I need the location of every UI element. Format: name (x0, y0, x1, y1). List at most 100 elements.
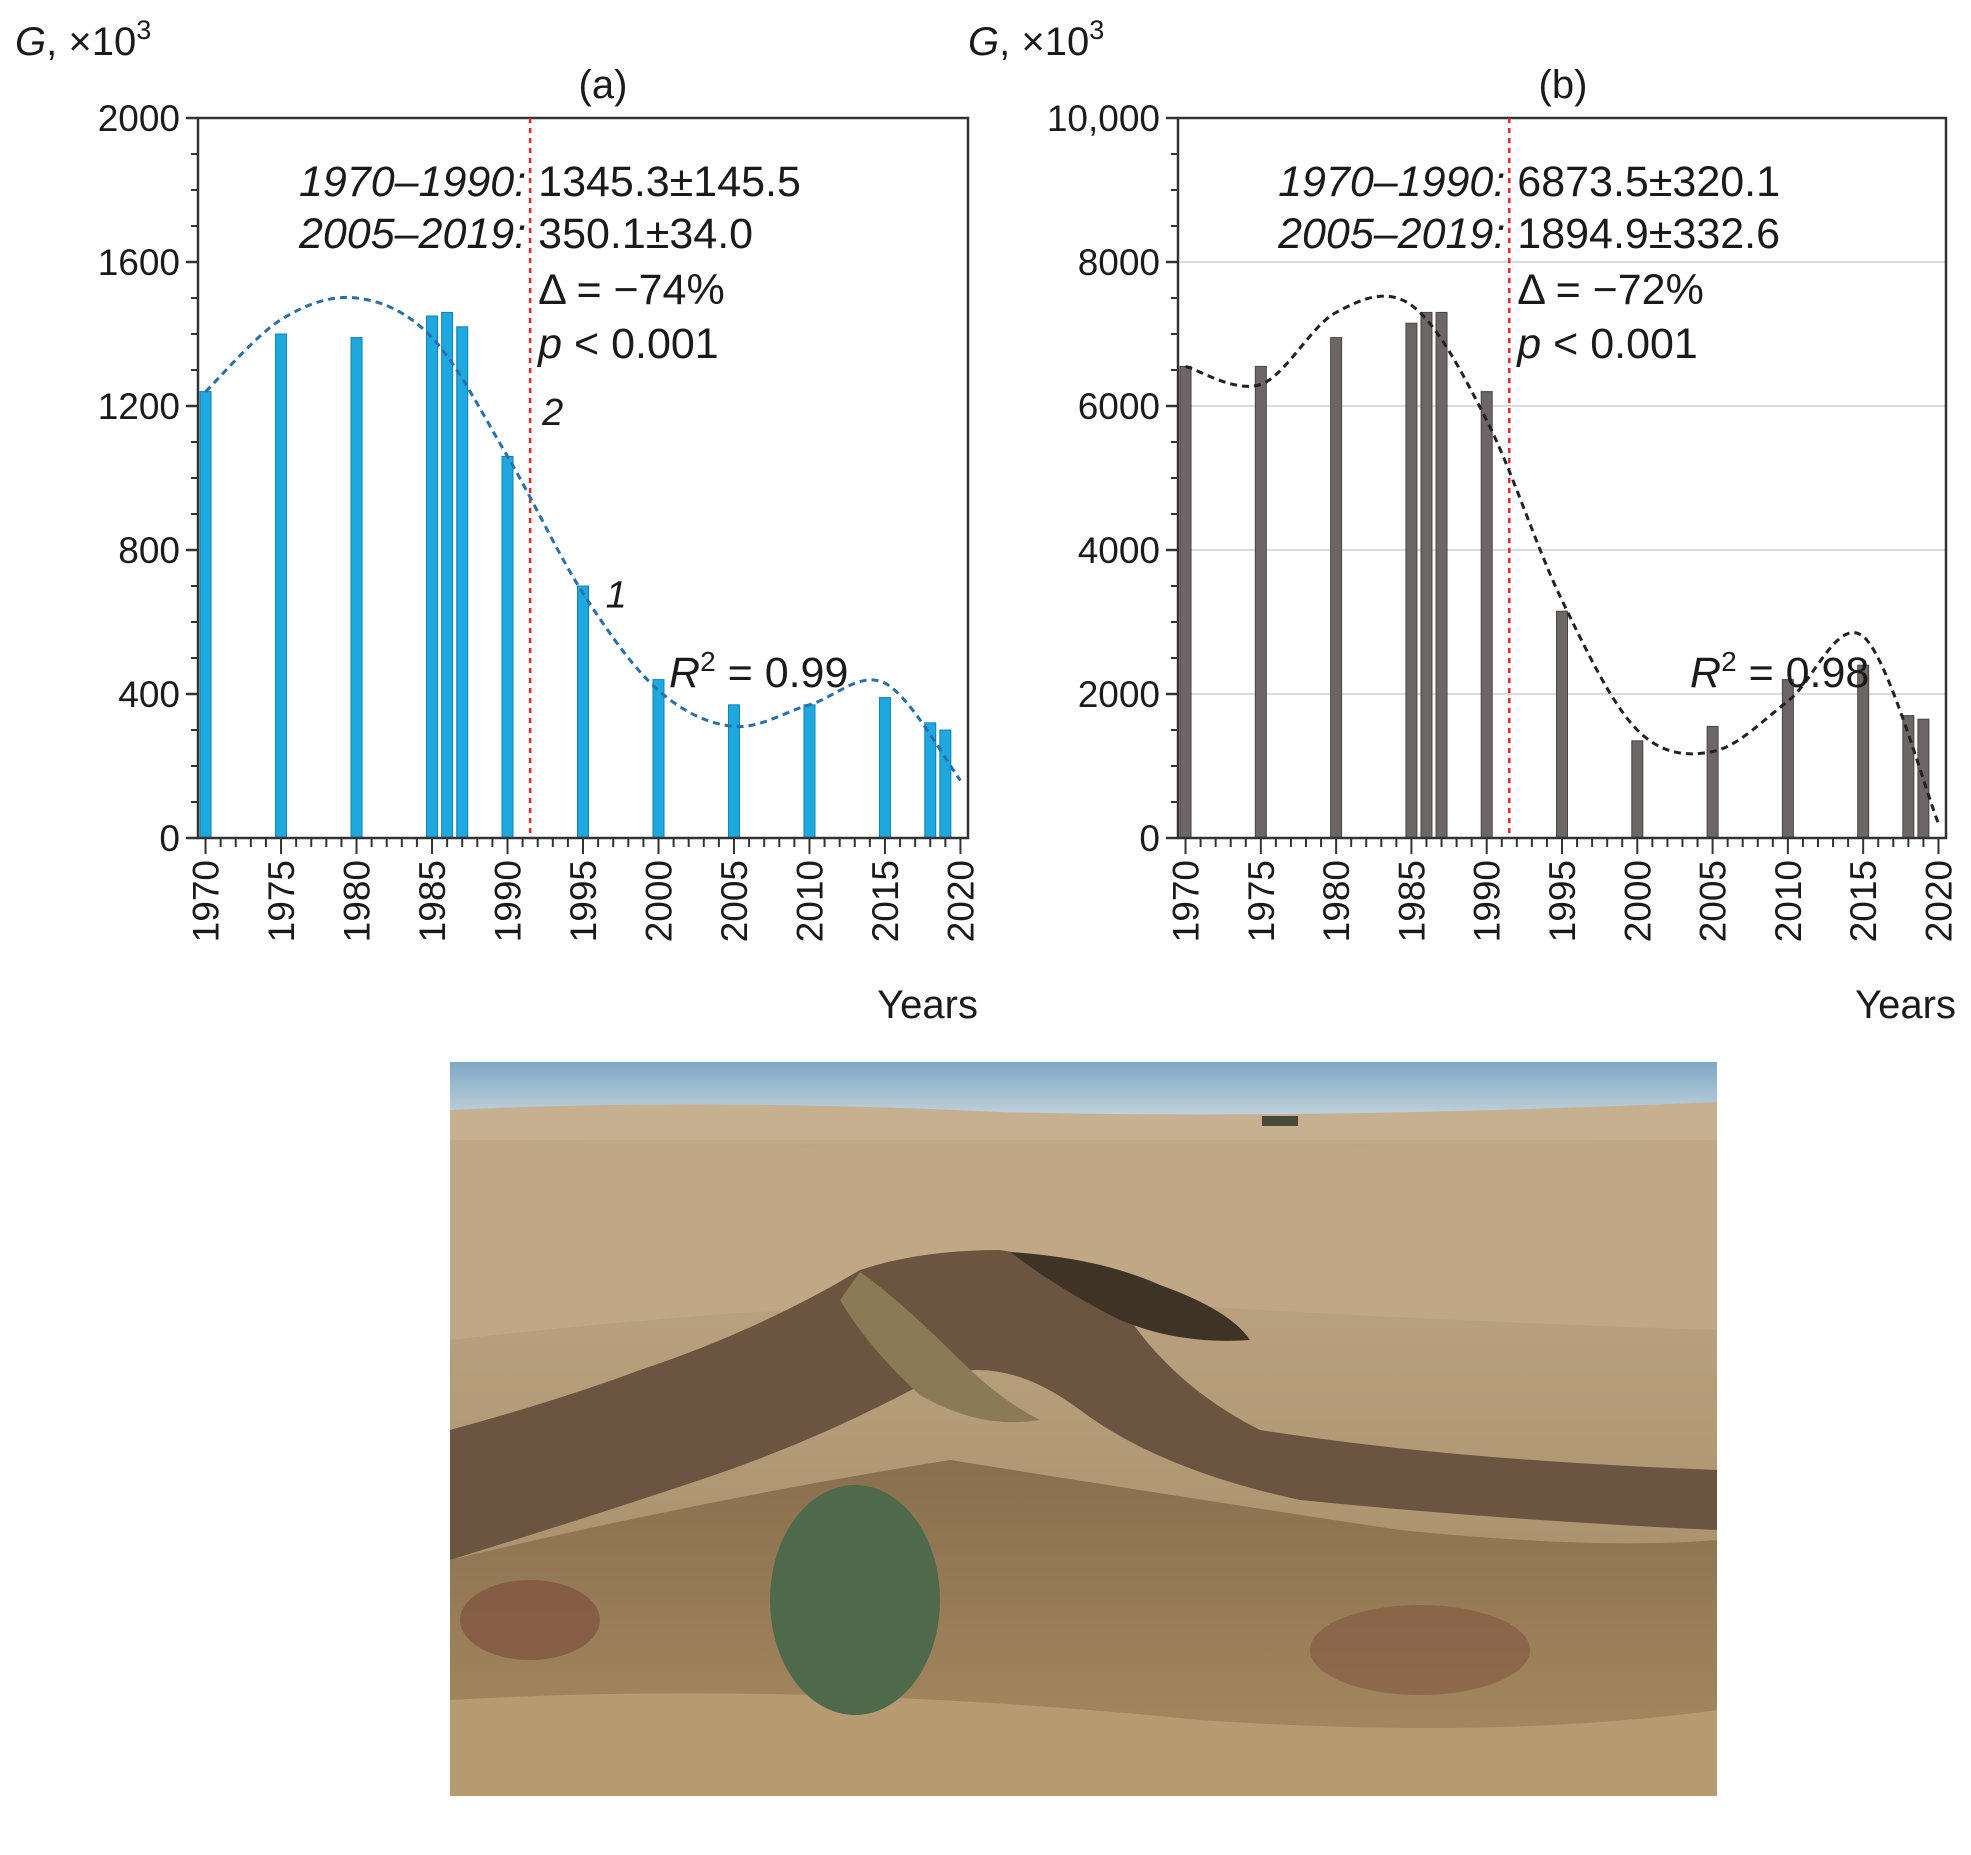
period2-value-a: 350.1±34.0 (538, 210, 753, 258)
r-squared-value-b: = 0.98 (1737, 649, 1870, 697)
bar-b (1405, 322, 1418, 839)
plot-area-b: 0 2000 4000 6000 8000 10,000 1970 1975 1980 1985 1… (1047, 98, 1960, 1027)
r-squared-value-a: = 0.99 (716, 649, 849, 697)
panel-label-a: (a) (579, 63, 628, 107)
p-value-label-b: p < 0.001 (1515, 320, 1698, 368)
x-tick-label-b: 2010 (1768, 860, 1809, 942)
bar-b (1631, 740, 1644, 839)
chart-panel-b: G, ×103 (b) 0 2000 4000 6000 8000 10,000 1970 1… (968, 15, 1959, 1027)
y-axis-title-text-b: , ×10 (999, 20, 1089, 64)
bar-a (441, 311, 454, 839)
x-tick-label-a: 1990 (488, 860, 529, 942)
trend-label-a: 1 (606, 575, 627, 617)
y-tick-label-a: 0 (159, 818, 180, 859)
x-tick-label-a: 2010 (789, 860, 830, 942)
panel-label-b: (b) (1539, 63, 1588, 107)
photo-distant-tree (1262, 1116, 1298, 1126)
y-tick-label-b: 6000 (1078, 386, 1160, 427)
y-tick-label-a: 400 (118, 674, 180, 715)
y-axis-title-a: G, ×103 (15, 15, 151, 64)
x-tick-label-b: 2020 (1918, 860, 1959, 942)
x-tick-label-a: 2015 (865, 860, 906, 942)
y-tick-label-a: 800 (118, 530, 180, 571)
y-tick-label-b: 2000 (1078, 674, 1160, 715)
bar-a (803, 704, 816, 839)
bar-b (1435, 311, 1448, 839)
bar-a (939, 729, 952, 839)
photo-shrub (770, 1485, 940, 1715)
y-tick-label-a: 1200 (98, 386, 180, 427)
svg-text:G, ×103: G, ×103 (15, 15, 151, 64)
photo-gully-slope (840, 1272, 1040, 1423)
y-tick-label-b: 10,000 (1047, 98, 1160, 139)
x-tick-label-a: 1985 (412, 860, 453, 942)
period1-value-a: 1345.3±145.5 (538, 158, 801, 206)
p-value-b: < 0.001 (1541, 320, 1698, 368)
photo-gully-channel (450, 1250, 1717, 1560)
bar-a (577, 585, 589, 839)
divider-label-a: 2 (541, 392, 563, 434)
bar-b (1420, 311, 1433, 839)
bar-b (1556, 610, 1568, 839)
gully-photo (450, 1062, 1717, 1796)
trend-curve-a (204, 295, 962, 782)
y-axis-title-var-a: G (15, 20, 46, 64)
x-tick-label-b: 1995 (1542, 860, 1583, 942)
period2-label-b: 2005–2019: (1277, 210, 1505, 258)
y-axis-title-sup-a: 3 (136, 15, 151, 45)
svg-text:G, ×103: G, ×103 (968, 15, 1104, 64)
x-tick-label-a: 1970 (186, 860, 227, 942)
x-tick-label-a: 2000 (638, 860, 679, 942)
x-tick-label-a: 2005 (714, 860, 755, 942)
x-tick-label-a: 1995 (563, 860, 604, 942)
period2-label-a: 2005–2019: (298, 210, 526, 258)
x-tick-label-b: 1980 (1316, 860, 1357, 942)
y-tick-label-a: 1600 (98, 242, 180, 283)
y-tick-label-a: 2000 (98, 98, 180, 139)
r-squared-label-b: R2 = 0.98 (1690, 646, 1869, 697)
bar-a (350, 337, 363, 839)
y-axis-title-sup-b: 3 (1089, 15, 1104, 45)
bar-a (652, 679, 665, 839)
bar-b (1254, 365, 1267, 839)
period1-label-b: 1970–1990: (1278, 158, 1505, 206)
bar-a (501, 455, 514, 839)
bar-b (1706, 725, 1719, 839)
period2-value-b: 1894.9±332.6 (1517, 210, 1780, 258)
x-tick-label-a: 1975 (261, 860, 302, 942)
x-tick-label-b: 2000 (1617, 860, 1658, 942)
bar-b (1480, 391, 1493, 839)
photo-gully-wall (1010, 1252, 1250, 1341)
chart-panel-a: G, ×103 (a) 0 400 800 1200 1600 2000 1970 1975 1… (15, 15, 981, 1027)
bar-a (456, 326, 469, 839)
x-axis-title-b: Years (1855, 983, 1956, 1027)
p-var-a: p (536, 320, 562, 368)
x-tick-label-a: 2020 (940, 860, 981, 942)
delta-label-b: Δ = −72% (1517, 266, 1704, 314)
x-tick-label-b: 2005 (1693, 860, 1734, 942)
delta-label-a: Δ = −74% (538, 266, 725, 314)
r-squared-sup-b: 2 (1721, 646, 1737, 677)
trend-curve-b (1185, 294, 1940, 825)
bar-a (199, 391, 212, 839)
bar-a (426, 315, 439, 839)
x-axis-title-a: Years (877, 983, 978, 1027)
photo-red-brush (460, 1580, 600, 1660)
y-tick-label-b: 4000 (1078, 530, 1160, 571)
y-axis-title-b: G, ×103 (968, 15, 1104, 64)
p-var-b: p (1515, 320, 1541, 368)
period1-value-b: 6873.5±320.1 (1517, 158, 1780, 206)
y-tick-label-b: 0 (1139, 818, 1160, 859)
bar-b (1330, 337, 1343, 839)
photo-red-brush-2 (1310, 1605, 1530, 1695)
y-axis-title-text-a: , ×10 (46, 20, 136, 64)
y-axis-title-var-b: G (968, 20, 999, 64)
x-tick-label-b: 2015 (1843, 860, 1884, 942)
y-tick-label-b: 8000 (1078, 242, 1160, 283)
x-tick-label-b: 1990 (1467, 860, 1508, 942)
p-value-label-a: p < 0.001 (536, 320, 719, 368)
photo-far-slope (450, 1140, 1717, 1340)
r-squared-sup-a: 2 (700, 646, 716, 677)
p-value-a: < 0.001 (562, 320, 719, 368)
